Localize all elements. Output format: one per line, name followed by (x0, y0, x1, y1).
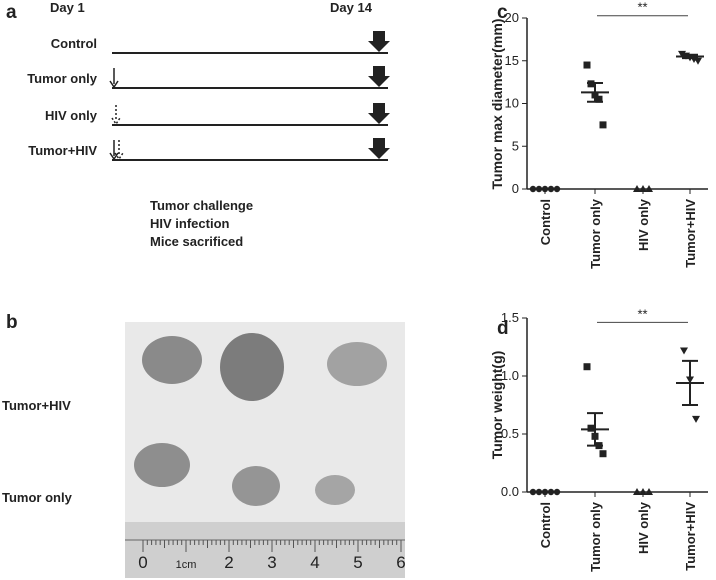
data-point (541, 488, 549, 496)
row-label: Control (51, 36, 97, 51)
tumor-arrow (109, 68, 119, 89)
data-point (645, 488, 653, 495)
panel-label: b (6, 312, 18, 333)
sacrifice-arrow (368, 31, 390, 52)
panel-label: c (497, 2, 508, 23)
y-tick-label: 0 (512, 181, 519, 196)
sacrifice-arrow (368, 103, 390, 124)
ruler-label: 1cm (176, 559, 197, 571)
data-point (553, 185, 561, 193)
data-point (680, 347, 688, 355)
data-point (639, 488, 647, 495)
hiv-arrow (114, 140, 124, 161)
ruler-label: 6 (396, 553, 405, 572)
ruler-label: 4 (310, 553, 319, 572)
data-point (599, 121, 607, 129)
y-tick-label: 1.5 (501, 310, 519, 325)
significance-label: ** (637, 306, 647, 321)
data-point (692, 415, 700, 423)
row-label: HIV only (45, 108, 98, 123)
data-point (583, 363, 591, 371)
y-tick-label: 10 (505, 96, 519, 111)
y-tick-label: 0.0 (501, 484, 519, 499)
x-tick-label: Tumor+HIV (683, 199, 698, 268)
ruler: 0 1cm 2 3 4 5 6 (138, 540, 406, 572)
panel-label: a (6, 2, 17, 23)
x-tick-label: Tumor only (588, 501, 603, 572)
day-label: Day 14 (330, 0, 373, 15)
row-label: Tumor only (2, 490, 73, 505)
data-point (553, 488, 561, 496)
data-point (547, 185, 555, 193)
ruler-label: 3 (267, 553, 276, 572)
data-point (599, 450, 607, 458)
data-point (633, 185, 641, 192)
data-point (694, 57, 702, 65)
data-point (583, 61, 591, 69)
data-point (633, 488, 641, 495)
data-point (541, 185, 549, 193)
timeline: Control Tumor only HIV only Tumor+HIV Tumor … (27, 31, 390, 249)
significance-label: ** (637, 0, 647, 15)
y-axis-label: Tumor max diameter(mm) (489, 19, 505, 190)
row-label: Tumor+HIV (2, 398, 71, 413)
hiv-arrow (111, 105, 121, 126)
sacrifice-arrow (368, 66, 390, 87)
panel-label: d (497, 318, 509, 339)
ruler-label: 2 (224, 553, 233, 572)
y-tick-label: 0.5 (501, 426, 519, 441)
data-point (529, 185, 537, 193)
y-tick-label: 15 (505, 53, 519, 68)
x-tick-label: Tumor+HIV (683, 502, 698, 571)
x-tick-label: Tumor only (588, 198, 603, 269)
error-bar (682, 53, 698, 60)
data-point (639, 185, 647, 192)
y-tick-label: 5 (512, 138, 519, 153)
x-tick-label: HIV only (636, 198, 651, 251)
legend-text: HIV infection (150, 216, 230, 231)
x-tick-label: Control (538, 502, 553, 548)
ruler-label: 5 (353, 553, 362, 572)
legend-text: Mice sacrificed (150, 234, 243, 249)
data-point (535, 185, 543, 193)
sacrifice-arrow (368, 138, 390, 159)
y-axis-label: Tumor weight(g) (489, 351, 505, 460)
photo (125, 322, 405, 578)
legend-text: Tumor challenge (150, 198, 253, 213)
data-point (595, 95, 603, 103)
error-bar (587, 412, 603, 447)
data-point (645, 185, 653, 192)
data-point (587, 424, 595, 432)
y-tick-label: 1.0 (501, 368, 519, 383)
data-point (529, 488, 537, 496)
x-tick-label: Control (538, 199, 553, 245)
tumor-arrow (109, 140, 119, 161)
ruler-label: 0 (138, 553, 147, 572)
day-label: Day 1 (50, 0, 85, 15)
error-bar (682, 359, 698, 406)
error-bar (587, 81, 603, 103)
x-tick-label: HIV only (636, 501, 651, 554)
data-point (535, 488, 543, 496)
row-label: Tumor only (27, 71, 98, 86)
y-tick-label: 20 (505, 10, 519, 25)
data-point (547, 488, 555, 496)
row-label: Tumor+HIV (28, 143, 97, 158)
